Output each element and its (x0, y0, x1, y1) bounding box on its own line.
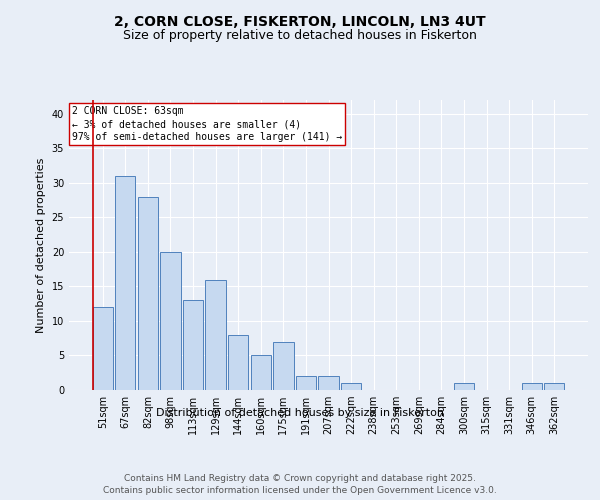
Bar (205, 280, 226, 390)
Text: Distribution of detached houses by size in Fiskerton: Distribution of detached houses by size … (156, 408, 444, 418)
Text: 2, CORN CLOSE, FISKERTON, LINCOLN, LN3 4UT: 2, CORN CLOSE, FISKERTON, LINCOLN, LN3 4… (114, 16, 486, 30)
Bar (454, 383, 474, 390)
Bar (228, 335, 248, 390)
Bar (92, 307, 113, 390)
Bar (115, 176, 136, 390)
Bar (544, 383, 565, 390)
Bar (521, 383, 542, 390)
Text: Size of property relative to detached houses in Fiskerton: Size of property relative to detached ho… (123, 28, 477, 42)
Bar (251, 356, 271, 390)
Bar (319, 376, 338, 390)
Text: 2 CORN CLOSE: 63sqm
← 3% of detached houses are smaller (4)
97% of semi-detached: 2 CORN CLOSE: 63sqm ← 3% of detached hou… (71, 106, 342, 142)
Y-axis label: Number of detached properties: Number of detached properties (36, 158, 46, 332)
Bar (183, 300, 203, 390)
Bar (160, 252, 181, 390)
Bar (273, 342, 293, 390)
Bar (341, 383, 361, 390)
Bar (138, 196, 158, 390)
Bar (296, 376, 316, 390)
Text: Contains HM Land Registry data © Crown copyright and database right 2025.
Contai: Contains HM Land Registry data © Crown c… (103, 474, 497, 495)
